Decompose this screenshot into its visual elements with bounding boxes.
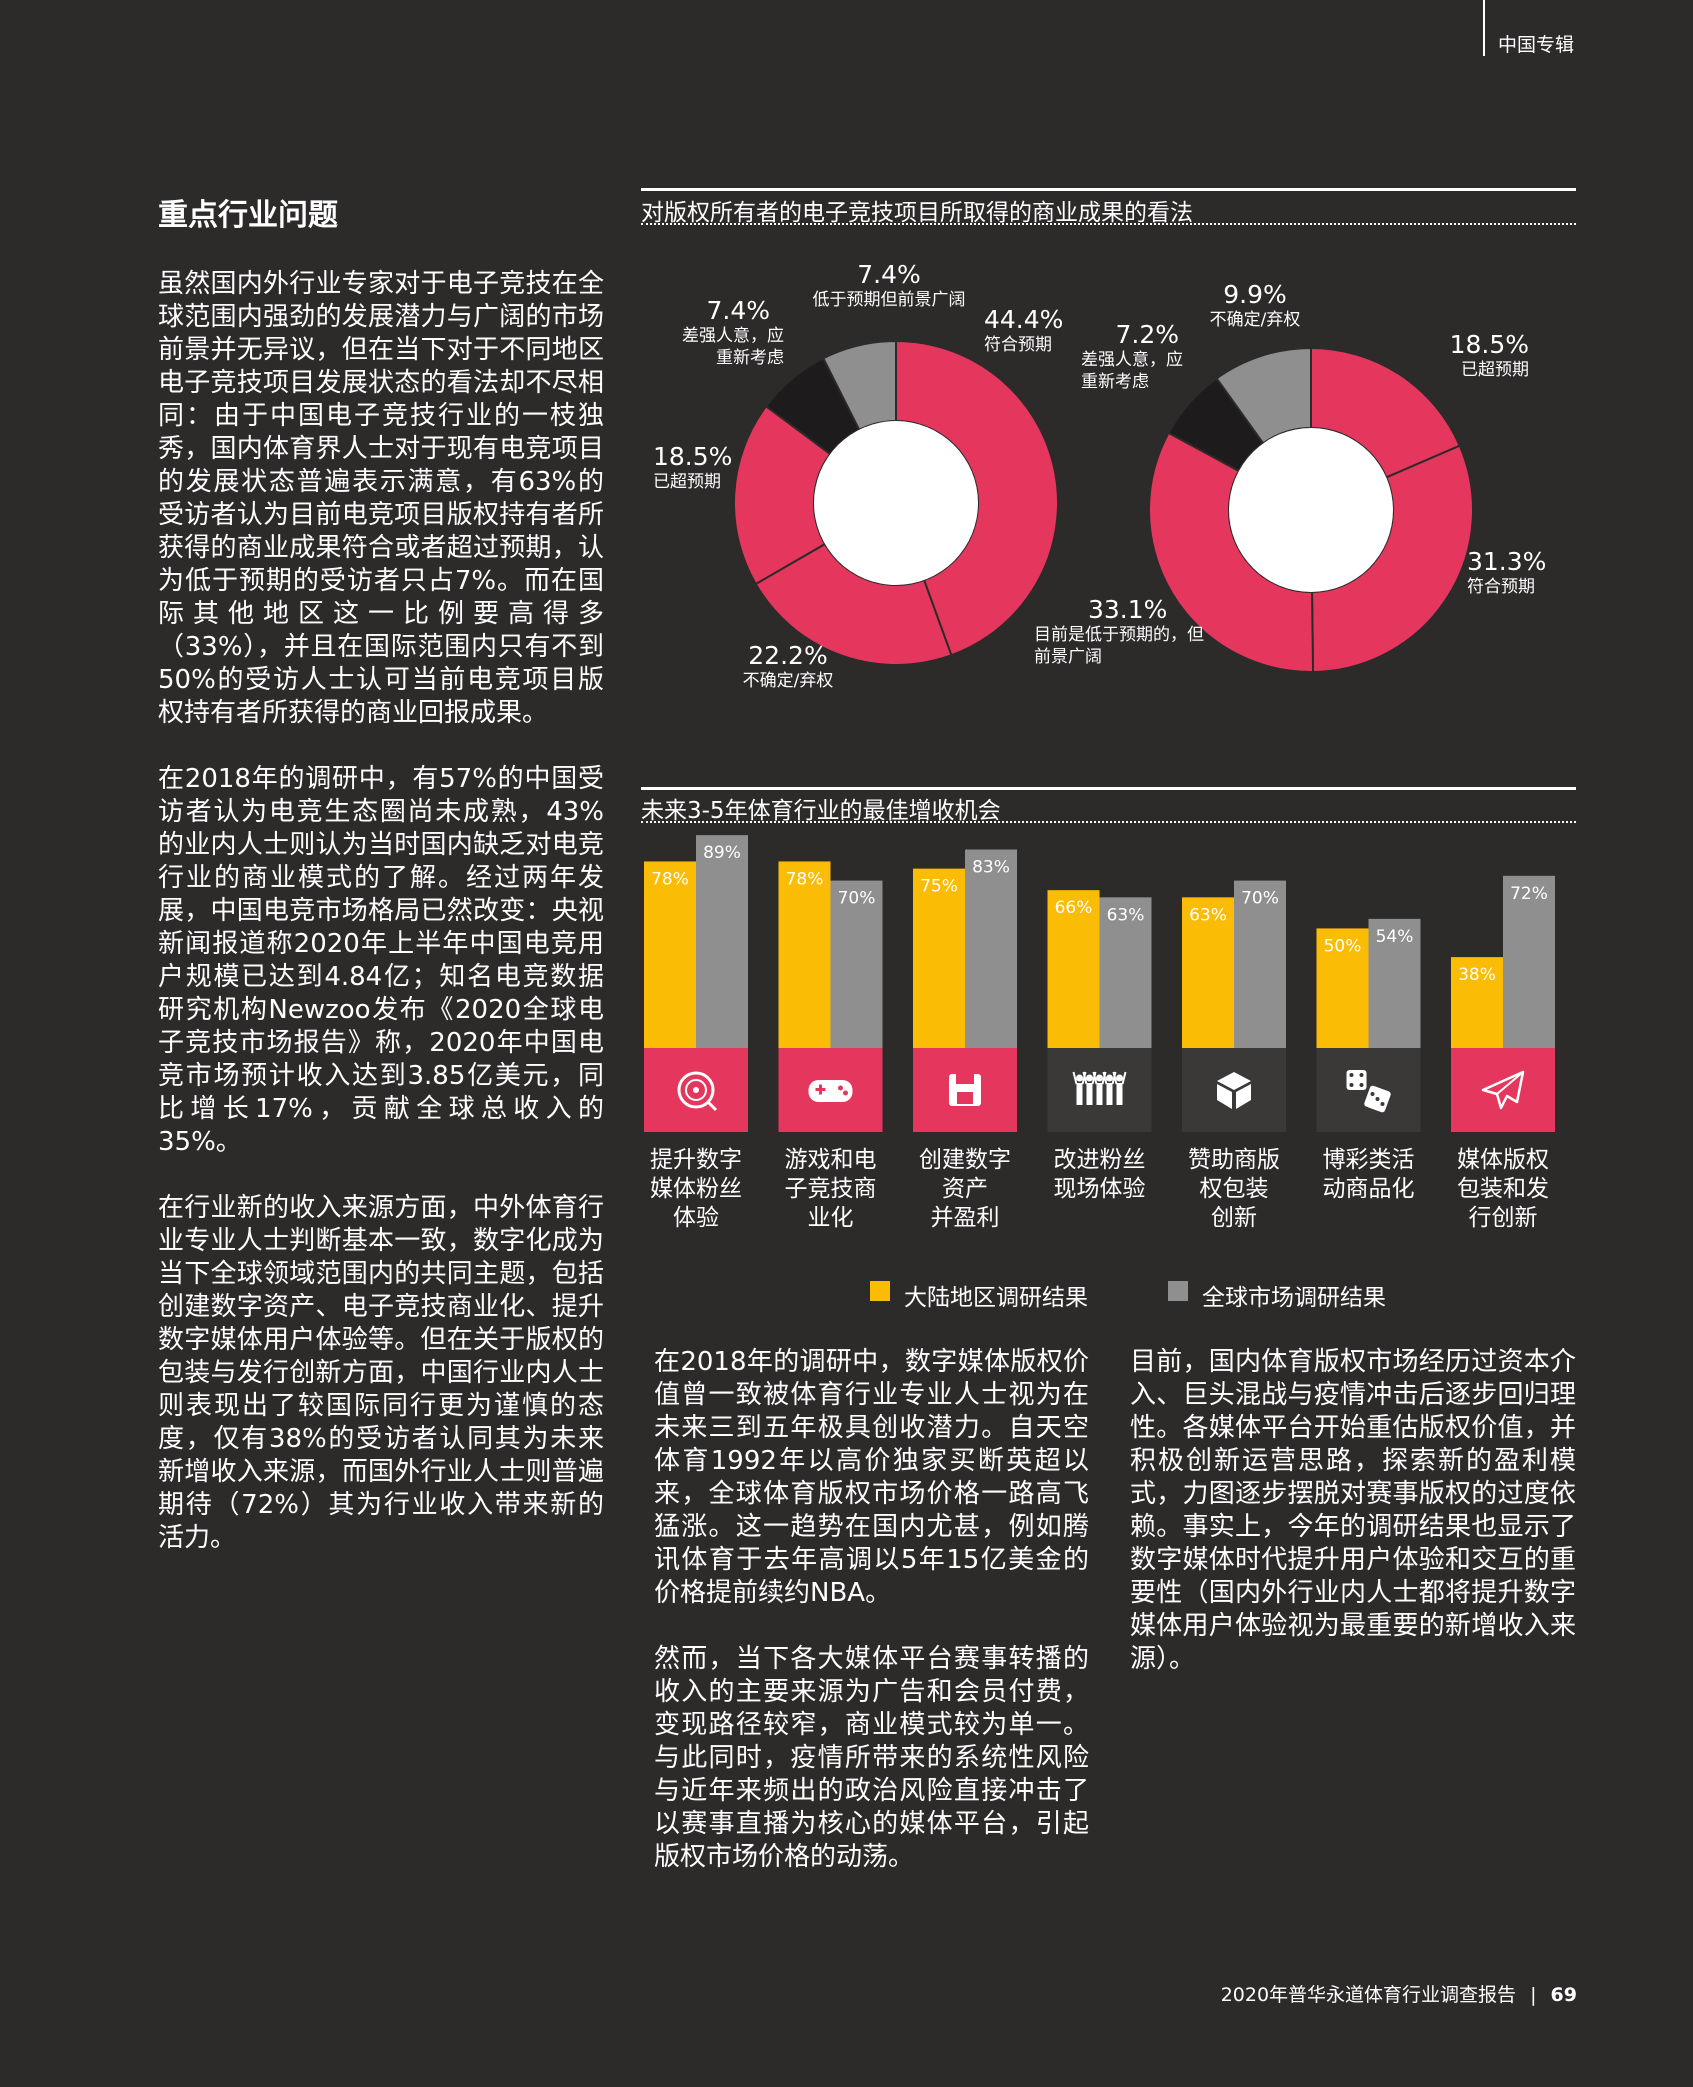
donut-china [733,339,1059,666]
donut-international [1148,346,1474,674]
donut-center-label-china: 中国大陆 [842,490,950,521]
chart-dotted-rule [641,223,1576,225]
bar-chart-title: 未来3-5年体育行业的最佳增收机会 [641,798,1001,824]
bar-data-label: 75% [920,877,958,897]
bar [778,861,831,1048]
middle-column-text: 在2018年的调研中，数字媒体版权价值曾一致被体育行业专业人士视为在未来三到五年… [654,1346,1089,1907]
icon-tile [1316,1048,1421,1132]
bar-category-label: 创建数字 资产 并盈利 [919,1147,1011,1231]
donut-chart-title: 对版权所有者的电子竞技项目所取得的商业成果的看法 [641,200,1193,226]
bar-data-label: 89% [703,843,741,863]
legend-swatch-mainland [870,1281,890,1301]
footer: 2020年普华永道体育行业调查报告 | 69 [1221,1980,1577,2007]
slice-label: 44.4% 符合预期 [984,305,1064,355]
bar-category-label: 改进粉丝 现场体验 [1053,1147,1146,1202]
bar-data-label: 72% [1510,884,1548,904]
bar-data-label: 63% [1107,905,1145,925]
paragraph: 然而，当下各大媒体平台赛事转播的收入的主要来源为广告和会员付费，变现路径较窄，商… [654,1644,1089,1872]
bar [1182,897,1234,1048]
legend-swatch-global [1168,1281,1188,1301]
bar-data-label: 78% [651,869,689,889]
chart-top-rule [641,188,1576,191]
slice-label: 22.2% 不确定/弃权 [742,641,834,691]
bar-category-label: 赞助商版 权包装 创新 [1188,1147,1280,1231]
box-icon [1217,1072,1251,1109]
bar [696,835,748,1048]
bar [1234,880,1286,1048]
right-column-text: 目前，国内体育版权市场经历过资本介入、巨头混战与疫情冲击后逐步回归理性。各媒体平… [1130,1346,1576,1709]
section-divider [1483,0,1485,56]
paper-plane-icon [1481,1070,1525,1110]
bar-data-label: 83% [972,857,1010,877]
bar [1503,875,1555,1048]
legend-label-global: 全球市场调研结果 [1202,1285,1386,1311]
slice-label: 7.4% 差强人意，应重新考虑 [682,296,784,368]
section-heading: 重点行业问题 [158,198,338,233]
page-number: 69 [1550,1984,1577,2006]
paragraph: 在行业新的收入来源方面，中外体育行业专业人士判断基本一致，数字化成为当下全球领域… [158,1193,604,1553]
bar-category-label: 媒体版权 包装和发 行创新 [1457,1147,1549,1231]
footer-report-title: 2020年普华永道体育行业调查报告 [1220,1984,1517,2006]
bar-data-label: 70% [1241,889,1279,909]
bar [1099,897,1152,1048]
left-column-text: 虽然国内外行业专家对于电子竞技在全球范围内强劲的发展潜力与广阔的市场前景并无异议… [158,268,604,1588]
donut-hole [814,421,978,585]
bar [913,868,965,1048]
chart-top-rule [641,787,1576,790]
slice-label: 18.5% 已超预期 [1449,330,1529,380]
crowd-icon [1072,1071,1127,1105]
bar-data-label: 50% [1324,936,1362,956]
slice-label: 7.4% 低于预期但前景广阔 [812,260,966,310]
bar [1316,928,1369,1048]
bar-data-label: 54% [1376,927,1414,947]
slice-label: 9.9% 不确定/弃权 [1209,280,1301,330]
dice-icon [1346,1070,1391,1113]
bar-data-label: 63% [1189,905,1227,925]
footer-separator: | [1530,1984,1537,2006]
paragraph: 在2018年的调研中，数字媒体版权价值曾一致被体育行业专业人士视为在未来三到五年… [654,1347,1089,1608]
paragraph: 在2018年的调研中，有57%的中国受访者认为电竞生态圈尚未成熟，43%的业内人… [158,764,604,1157]
bar-category-label: 提升数字 媒体粉丝 体验 [650,1147,742,1231]
paragraph: 虽然国内外行业专家对于电子竞技在全球范围内强劲的发展潜力与广阔的市场前景并无异议… [158,269,604,728]
section-tag: 中国专辑 [1498,34,1575,56]
bar-category-label: 游戏和电 子竞技商 业化 [784,1147,877,1231]
gamepad-icon [808,1080,853,1102]
donut-center-label-international: 国际市场 [1254,497,1362,528]
bar [1368,918,1421,1048]
vinyl-icon [677,1071,718,1112]
slice-label: 31.3% 符合预期 [1467,547,1547,597]
bar [1047,890,1100,1048]
slice-label: 7.2% 差强人意，应重新考虑 [1081,320,1183,392]
bar [965,849,1017,1048]
legend-label-mainland: 大陆地区调研结果 [904,1285,1088,1311]
bar [1451,957,1503,1048]
donut-hole [1229,428,1393,592]
chart-dotted-rule [641,821,1576,823]
bar-data-label: 66% [1055,898,1093,918]
bar [644,861,696,1048]
bar-category-label: 博彩类活 动商品化 [1322,1147,1415,1202]
slice-label: 33.1% 目前是低于预期的，但前景广阔 [1034,595,1204,667]
bar-data-label: 78% [786,869,824,889]
paragraph: 目前，国内体育版权市场经历过资本介入、巨头混战与疫情冲击后逐步回归理性。各媒体平… [1130,1347,1576,1674]
bar-data-label: 70% [838,889,876,909]
slice-label: 18.5% 已超预期 [653,442,733,492]
bar-data-label: 38% [1458,965,1496,985]
floppy-disk-icon [949,1074,981,1106]
bar [830,880,883,1048]
